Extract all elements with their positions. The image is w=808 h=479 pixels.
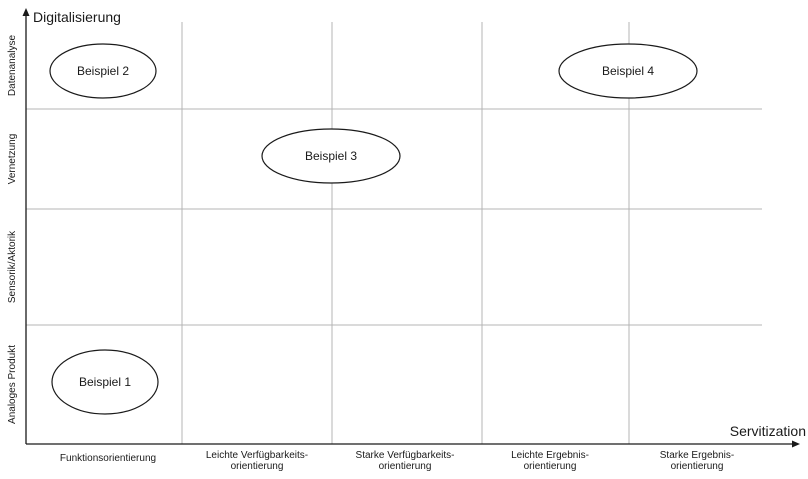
example-label: Beispiel 4: [602, 64, 654, 78]
example-ellipse: [261, 128, 401, 184]
column-label-leicht-erg: Leichte Ergebnis-orientierung: [511, 450, 589, 472]
column-labels: Funktionsorientierung Leichte Verfügbarke…: [60, 450, 734, 472]
column-label-funktion: Funktionsorientierung: [60, 453, 156, 464]
row-label-analog: Analoges Produkt: [7, 345, 18, 424]
y-axis-arrow: [22, 8, 30, 16]
example-beispiel-2: Beispiel 2: [49, 43, 157, 99]
example-ellipse: [49, 43, 157, 99]
example-beispiel-1: Beispiel 1: [51, 349, 159, 415]
x-axis-arrow: [792, 440, 800, 448]
column-label-leicht-verf: Leichte Verfügbarkeits-orientierung: [206, 450, 308, 472]
axes: Digitalisierung Servitization: [22, 8, 806, 448]
example-beispiel-4: Beispiel 4: [558, 43, 698, 99]
row-labels: Datenanalyse Vernetzung Sensorik/Aktorik An…: [7, 34, 18, 423]
example-label: Beispiel 1: [79, 375, 131, 389]
example-ellipse: [558, 43, 698, 99]
row-label-sensorik: Sensorik/Aktorik: [7, 230, 18, 303]
example-ellipse: [51, 349, 159, 415]
examples: Beispiel 2 Beispiel 4 Beispiel 3 Beispiel 1: [49, 43, 698, 415]
example-label: Beispiel 2: [77, 64, 129, 78]
x-axis-title: Servitization: [730, 423, 806, 439]
row-label-datenanalyse: Datenanalyse: [7, 34, 18, 96]
example-label: Beispiel 3: [305, 149, 357, 163]
example-beispiel-3: Beispiel 3: [261, 128, 401, 184]
row-label-vernetzung: Vernetzung: [7, 134, 18, 185]
column-label-stark-verf: Starke Verfügbarkeits-orientierung: [356, 450, 455, 472]
y-axis-title: Digitalisierung: [33, 9, 121, 25]
column-label-stark-erg: Starke Ergebnis-orientierung: [660, 450, 734, 472]
